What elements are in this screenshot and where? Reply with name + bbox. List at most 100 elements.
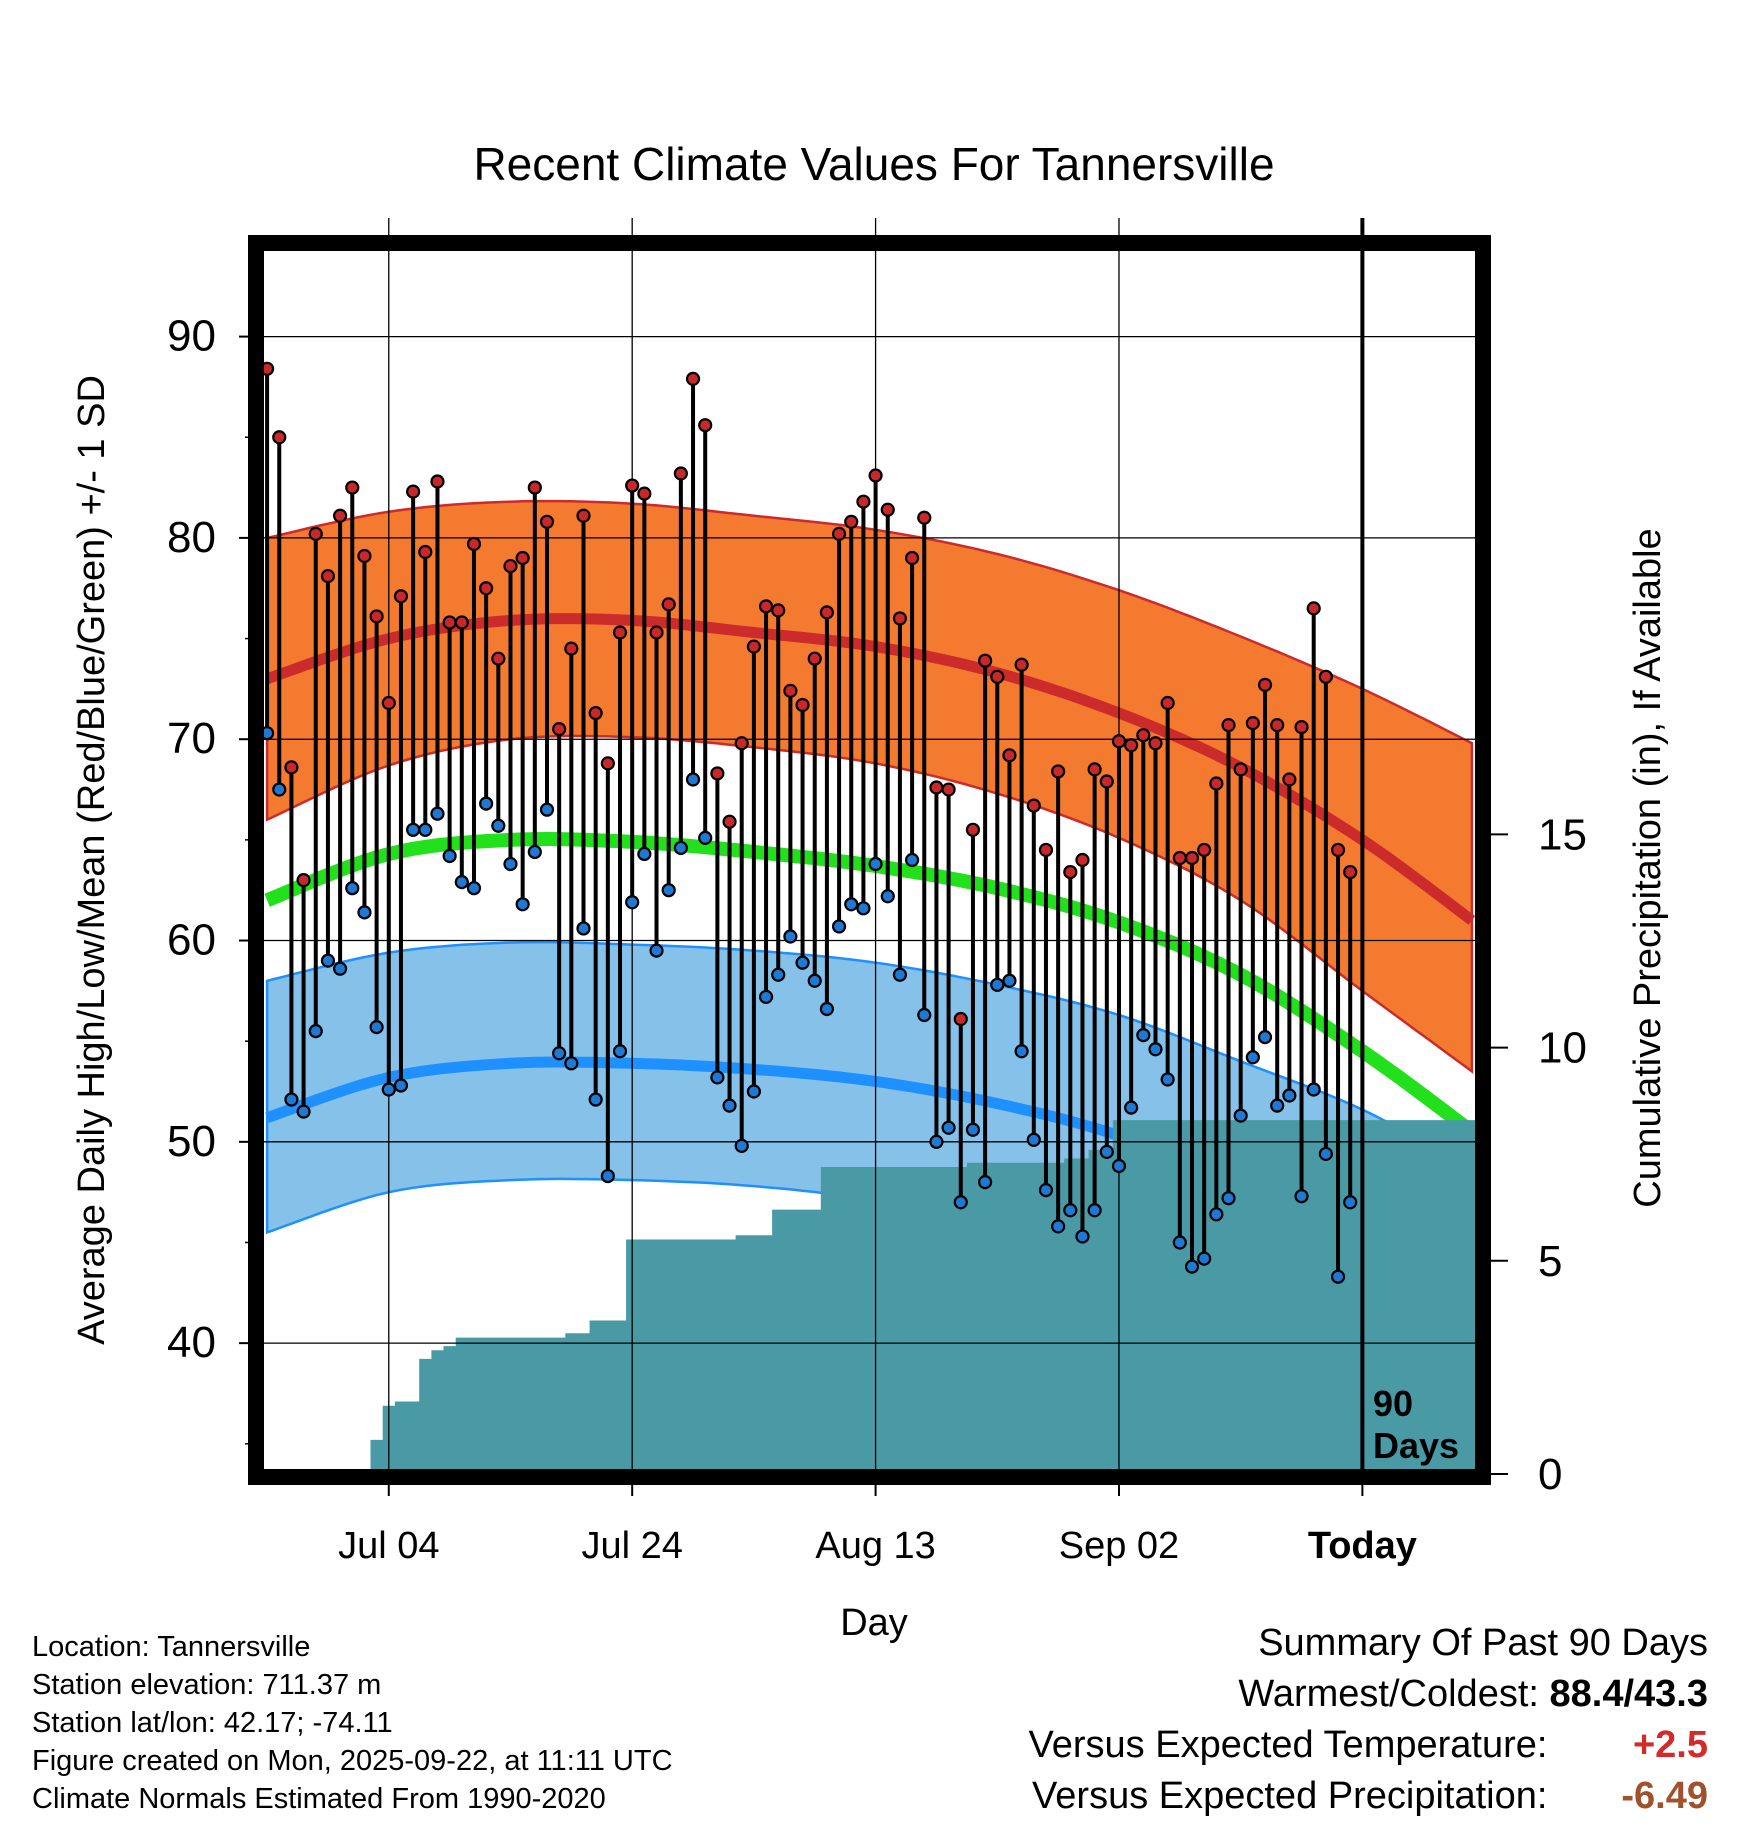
warm-cold-value: 88.4/43.3 [1549, 1673, 1708, 1715]
daily-high-point [868, 468, 883, 483]
daily-high-point [673, 466, 688, 481]
daily-high-point [685, 371, 701, 386]
y-axis-label: Average Daily High/Low/Mean (Red/Blue/Gr… [71, 375, 113, 1345]
daily-low-point [552, 1046, 567, 1061]
daily-high-point [917, 510, 932, 525]
daily-high-point [393, 589, 409, 604]
daily-high-point [345, 480, 360, 495]
station-latlon: Station lat/lon: 42.17; -74.11 [32, 1707, 393, 1739]
daily-low-point [1038, 1183, 1054, 1198]
daily-low-point [941, 1120, 956, 1135]
daily-low-point [710, 1070, 725, 1085]
precip-label: Versus Expected Precipitation: [1032, 1775, 1548, 1817]
daily-low-point [357, 905, 372, 920]
daily-high-point [612, 625, 628, 640]
daily-high-point [1172, 850, 1187, 866]
daily-low-point [466, 881, 482, 896]
daily-low-point [1184, 1259, 1200, 1274]
daily-low-point [1051, 1219, 1066, 1234]
daily-high-point [978, 653, 993, 668]
daily-low-point [418, 822, 433, 837]
daily-low-point [406, 822, 421, 837]
daily-high-point [1282, 772, 1297, 787]
y-tick-label-40: 40 [167, 1318, 216, 1367]
daily-low-point [831, 919, 847, 934]
daily-low-point [272, 782, 287, 797]
daily-high-point [929, 780, 944, 795]
daily-low-point [333, 961, 348, 976]
daily-low-point [649, 943, 664, 958]
daily-low-point [479, 796, 494, 811]
daily-low-point [990, 977, 1005, 992]
daily-low-point [345, 881, 360, 896]
daily-high-point [1124, 738, 1139, 753]
daily-low-point [1172, 1235, 1187, 1250]
daily-high-point [1233, 762, 1248, 777]
daily-high-point [661, 597, 676, 612]
daily-low-point [600, 1168, 615, 1184]
daily-low-point [308, 1024, 323, 1039]
daily-high-point [856, 494, 871, 509]
daily-low-point [819, 1001, 835, 1017]
daily-high-point [1014, 657, 1029, 672]
daily-low-point [904, 852, 920, 868]
precip-value: -6.49 [1621, 1775, 1708, 1817]
daily-high-point [831, 526, 847, 541]
daily-low-point [1148, 1042, 1163, 1057]
daily-high-point [539, 514, 555, 529]
daily-low-point [1233, 1108, 1248, 1123]
daily-low-point [892, 967, 908, 982]
daily-high-point [454, 615, 469, 630]
daily-high-point [564, 641, 579, 656]
daily-high-point [649, 625, 664, 640]
daily-high-point [1330, 842, 1346, 858]
y-tick-label-80: 80 [167, 513, 216, 562]
daily-high-point [795, 697, 810, 713]
daily-low-point [1343, 1195, 1358, 1210]
daily-high-point [1160, 695, 1175, 711]
summary-precipitation: Versus Expected Precipitation: -6.49 [1032, 1775, 1708, 1818]
daily-high-point [588, 705, 603, 721]
daily-low-point [284, 1092, 299, 1107]
daily-low-point [953, 1195, 968, 1210]
daily-high-point [1318, 669, 1333, 684]
daily-high-point [953, 1011, 968, 1027]
daily-high-point [758, 599, 774, 614]
temp-value: +2.5 [1632, 1724, 1708, 1766]
daily-high-point [1257, 677, 1273, 692]
summary-warm-cold: Warmest/Coldest: 88.4/43.3 [1238, 1673, 1708, 1716]
daily-high-point [466, 536, 482, 552]
daily-high-point [771, 603, 786, 618]
daily-low-point [1330, 1269, 1346, 1284]
daily-high-point [746, 639, 761, 654]
x-tick-label-sep-02: Sep 02 [1059, 1525, 1179, 1567]
daily-low-point [1209, 1207, 1224, 1222]
daily-high-point [1197, 842, 1212, 858]
daily-low-point [503, 856, 518, 872]
daily-low-point [685, 772, 701, 787]
daily-low-point [1087, 1203, 1102, 1218]
daily-low-point [1111, 1158, 1127, 1174]
station-elevation: Station elevation: 711.37 m [32, 1669, 382, 1701]
daily-low-point [1136, 1028, 1151, 1043]
daily-low-point [807, 973, 822, 988]
daily-low-point [880, 889, 895, 904]
daily-low-point [1318, 1146, 1333, 1162]
daily-high-point [965, 822, 981, 837]
daily-high-point [892, 611, 908, 626]
daily-low-point [758, 989, 774, 1004]
daily-low-point [1306, 1082, 1321, 1097]
daily-high-point [783, 683, 798, 698]
daily-low-point [625, 895, 640, 910]
y2-tick-label-5: 5 [1538, 1237, 1562, 1286]
station-info: Location: Tannersville Station elevation… [32, 1628, 673, 1818]
daily-high-point [1148, 736, 1163, 751]
daily-high-point [698, 418, 713, 433]
daily-low-point [1257, 1030, 1273, 1045]
daily-low-point [929, 1134, 944, 1149]
daily-low-point [393, 1078, 409, 1093]
daily-high-point [1221, 718, 1236, 733]
daily-low-point [1282, 1088, 1297, 1103]
warm-cold-label: Warmest/Coldest: [1238, 1673, 1539, 1715]
